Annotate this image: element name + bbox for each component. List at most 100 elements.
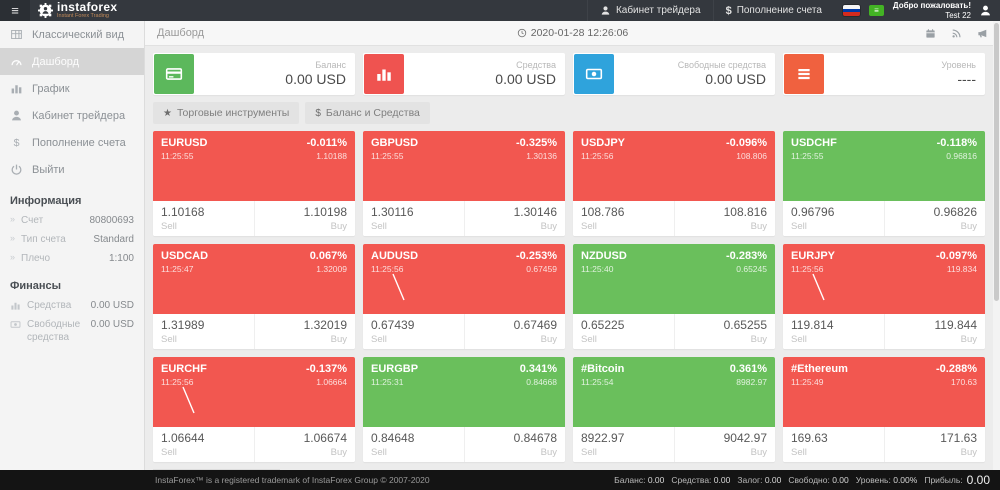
top-bar: ≡ instaforex Instant Forex Trading Кабин… [0,0,1000,21]
last-price: 119.834 [936,264,977,274]
buy-cell[interactable]: 171.63 Buy [885,427,986,462]
deals-tab[interactable]: История счета (0) [407,469,519,470]
sparkline [391,272,407,302]
sell-cell[interactable]: 8922.97 Sell [573,427,675,462]
sell-cell[interactable]: 1.31989 Sell [153,314,255,349]
buy-price: 0.96826 [893,205,978,221]
filter-button[interactable]: $ Баланс и Средства [305,102,430,124]
buy-label: Buy [893,447,978,459]
quote-tile[interactable]: NZDUSD 11:25:40 -0.283% 0.65245 [573,244,775,349]
logo-name: instaforex [57,1,117,13]
buy-price: 1.10198 [263,205,348,221]
rss-icon[interactable] [951,28,962,39]
finance-label: Средства [27,299,91,312]
sidebar-menu-item[interactable]: Пополнение счета [0,129,144,156]
last-price: 0.96816 [937,151,977,161]
sell-cell[interactable]: 0.67439 Sell [363,314,465,349]
sidebar-item-label: Дашборд [32,56,79,68]
buy-cell[interactable]: 1.06674 Buy [255,427,356,462]
quote-tile[interactable]: EURJPY 11:25:56 -0.097% 119.834 [783,244,985,349]
bar-chart-icon [375,65,393,83]
last-price: 0.84668 [520,377,557,387]
scrollbar-thumb[interactable] [994,23,999,301]
quote-tile-header: USDCAD 11:25:47 0.067% 1.32009 [153,244,355,314]
sell-cell[interactable]: 108.786 Sell [573,201,675,236]
hamburger-menu-button[interactable]: ≡ [0,0,30,21]
sidebar-menu-item[interactable]: Дашборд [0,48,144,75]
buy-price: 0.84678 [473,431,558,447]
info-value: 1:100 [109,252,134,265]
buy-cell[interactable]: 0.84678 Buy [465,427,566,462]
russian-flag-language-icon[interactable] [843,5,860,16]
megaphone-icon[interactable] [977,28,988,39]
sidebar-menu-item[interactable]: Выйти [0,156,144,183]
deals-tab[interactable]: Журнал (3) [519,469,599,470]
last-price: 1.06664 [306,377,347,387]
quote-tile-header: EURJPY 11:25:56 -0.097% 119.834 [783,244,985,314]
quote-tiles: EURUSD 11:25:55 -0.011% 1.10188 [153,131,985,462]
sidebar-menu-item[interactable]: Кабинет трейдера [0,102,144,129]
buy-label: Buy [263,447,348,459]
sell-cell[interactable]: 1.10168 Sell [153,201,255,236]
sell-cell[interactable]: 119.814 Sell [783,314,885,349]
change-percent: -0.283% [726,250,767,262]
quote-tile-header: AUDUSD 11:25:56 -0.253% 0.67459 [363,244,565,314]
buy-cell[interactable]: 9042.97 Buy [675,427,776,462]
sell-price: 1.10168 [161,205,246,221]
sell-cell[interactable]: 169.63 Sell [783,427,885,462]
instaforex-app: ≡ instaforex Instant Forex Trading Кабин… [0,0,1000,490]
quote-tile[interactable]: USDCAD 11:25:47 0.067% 1.32009 1 [153,244,355,349]
buy-cell[interactable]: 108.816 Buy [675,201,776,236]
buy-label: Buy [683,221,768,233]
finance-rows: Средства 0.00 USD Свободные средства 0.0… [0,296,144,347]
quote-tile[interactable]: USDJPY 11:25:56 -0.096% 108.806 [573,131,775,236]
footer-stat: Средства: 0.00 [671,475,730,485]
info-value: 80800693 [90,214,135,227]
credit-card-icon [165,65,183,83]
filter-button[interactable]: ★ Торговые инструменты [153,102,299,124]
quote-tile[interactable]: EURUSD 11:25:55 -0.011% 1.10188 [153,131,355,236]
quote-tile[interactable]: #Ethereum 11:25:49 -0.288% 170.63 [783,357,985,462]
stat-card: Свободные средства 0.00 USD [573,53,775,95]
sell-cell[interactable]: 0.65225 Sell [573,314,675,349]
buy-cell[interactable]: 0.67469 Buy [465,314,566,349]
vertical-scrollbar[interactable] [993,21,1000,470]
sell-cell[interactable]: 1.06644 Sell [153,427,255,462]
sidebar-item-label: Пополнение счета [32,137,126,149]
quote-tile-header: EURUSD 11:25:55 -0.011% 1.10188 [153,131,355,201]
deals-tab[interactable]: Открытые сделки (0) [153,469,280,470]
buy-cell[interactable]: 1.10198 Buy [255,201,356,236]
instaforex-logo[interactable]: instaforex Instant Forex Trading [30,0,125,21]
deals-tab[interactable]: Закрытые сделки (0) [280,469,406,470]
info-label: Счет [21,214,89,227]
deposit-button[interactable]: $ Пополнение счета [713,0,834,21]
sell-cell[interactable]: 0.84648 Sell [363,427,465,462]
footer-stat: Баланс: 0.00 [614,475,664,485]
footer-stat: Свободно: 0.00 [788,475,848,485]
sidebar-item-label: График [32,83,70,95]
sidebar-menu-item[interactable]: Классический вид [0,21,144,48]
calendar-icon[interactable] [925,28,936,39]
quote-tile[interactable]: #Bitcoin 11:25:54 0.361% 8982.97 [573,357,775,462]
last-price: 0.67459 [516,264,557,274]
quote-tile[interactable]: EURCHF 11:25:56 -0.137% 1.06664 [153,357,355,462]
trader-room-label: Кабинет трейдера [616,5,701,16]
trader-room-button[interactable]: Кабинет трейдера [587,0,713,21]
quote-tile[interactable]: EURGBP 11:25:31 0.341% 0.84668 0 [363,357,565,462]
buy-cell[interactable]: 1.30146 Buy [465,201,566,236]
sell-cell[interactable]: 0.96796 Sell [783,201,885,236]
sidebar-menu-item[interactable]: График [0,75,144,102]
sell-cell[interactable]: 1.30116 Sell [363,201,465,236]
quotes-panel-icon[interactable]: ≡ [869,5,884,16]
filter-label: Баланс и Средства [326,107,420,119]
sell-label: Sell [161,447,246,459]
buy-cell[interactable]: 0.65255 Buy [675,314,776,349]
avatar-icon[interactable] [979,4,992,17]
buy-cell[interactable]: 0.96826 Buy [885,201,986,236]
buy-cell[interactable]: 1.32019 Buy [255,314,356,349]
quote-tile[interactable]: GBPUSD 11:25:55 -0.325% 1.30136 [363,131,565,236]
quote-tile[interactable]: AUDUSD 11:25:56 -0.253% 0.67459 [363,244,565,349]
buy-price: 1.06674 [263,431,348,447]
quote-tile[interactable]: USDCHF 11:25:55 -0.118% 0.96816 [783,131,985,236]
buy-cell[interactable]: 119.844 Buy [885,314,986,349]
